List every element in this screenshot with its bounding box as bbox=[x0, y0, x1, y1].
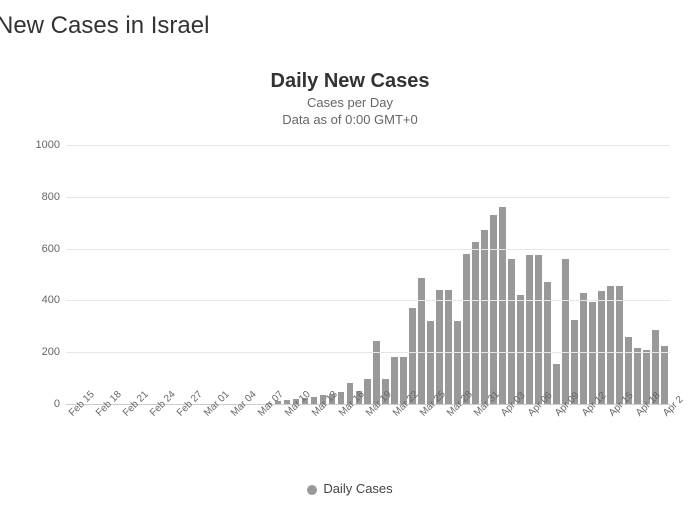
chart-bar[interactable] bbox=[598, 291, 605, 404]
chart-bar[interactable] bbox=[661, 346, 668, 404]
chart-bar[interactable] bbox=[616, 286, 623, 404]
y-axis-tick-label: 800 bbox=[30, 191, 60, 203]
chart-bar[interactable] bbox=[436, 290, 443, 404]
chart-bar[interactable] bbox=[562, 259, 569, 404]
chart-bar[interactable] bbox=[472, 242, 479, 404]
grid-line bbox=[66, 145, 670, 146]
chart-bar[interactable] bbox=[463, 254, 470, 404]
legend-marker-icon bbox=[307, 485, 317, 495]
y-axis-tick-label: 1000 bbox=[30, 139, 60, 151]
chart-bar[interactable] bbox=[517, 295, 524, 404]
chart-title: Daily New Cases bbox=[30, 70, 670, 93]
y-axis-tick-label: 400 bbox=[30, 294, 60, 306]
y-axis-tick-label: 0 bbox=[30, 398, 60, 410]
grid-line bbox=[66, 300, 670, 301]
grid-line bbox=[66, 249, 670, 250]
chart-subtitle-2: Data as of 0:00 GMT+0 bbox=[30, 112, 670, 127]
legend-label: Daily Cases bbox=[323, 481, 392, 496]
chart-bar[interactable] bbox=[490, 215, 497, 404]
grid-line bbox=[66, 352, 670, 353]
chart-plot-inner: 02004006008001000 bbox=[66, 145, 670, 405]
chart-x-axis-labels: Feb 15Feb 18Feb 21Feb 24Feb 27Mar 01Mar … bbox=[66, 405, 670, 435]
chart-bar[interactable] bbox=[634, 348, 641, 404]
chart-bar[interactable] bbox=[418, 278, 425, 404]
chart-bar[interactable] bbox=[508, 259, 515, 404]
chart-bar[interactable] bbox=[427, 321, 434, 404]
chart-bar[interactable] bbox=[535, 255, 542, 404]
chart-bar[interactable] bbox=[454, 321, 461, 404]
chart-bars bbox=[66, 145, 670, 404]
y-axis-tick-label: 600 bbox=[30, 243, 60, 255]
chart-bar[interactable] bbox=[607, 286, 614, 404]
chart-bar[interactable] bbox=[481, 230, 488, 404]
chart-bar[interactable] bbox=[499, 207, 506, 404]
page-title: ly New Cases in Israel bbox=[0, 12, 209, 40]
grid-line bbox=[66, 197, 670, 198]
chart-bar[interactable] bbox=[526, 255, 533, 404]
chart-subtitle-1: Cases per Day bbox=[30, 95, 670, 110]
daily-new-cases-chart: Daily New Cases Cases per Day Data as of… bbox=[30, 70, 670, 496]
chart-legend: Daily Cases bbox=[30, 481, 670, 496]
chart-bar[interactable] bbox=[445, 290, 452, 404]
y-axis-tick-label: 200 bbox=[30, 346, 60, 358]
chart-bar[interactable] bbox=[580, 293, 587, 404]
chart-plot-area: 02004006008001000 Feb 15Feb 18Feb 21Feb … bbox=[30, 145, 670, 435]
